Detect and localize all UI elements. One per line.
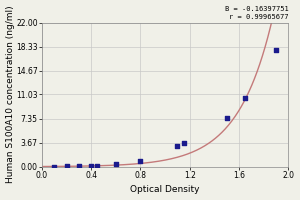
Point	[138, 160, 143, 163]
Text: B = -0.16397751
r = 0.99965677: B = -0.16397751 r = 0.99965677	[225, 6, 288, 20]
Point	[89, 164, 94, 168]
Point	[64, 165, 69, 168]
Point	[298, 21, 300, 24]
Point	[76, 165, 81, 168]
Point	[274, 49, 278, 52]
Point	[175, 144, 180, 147]
Point	[181, 142, 186, 145]
Point	[52, 165, 57, 168]
Point	[224, 116, 229, 119]
Y-axis label: Human S100A10 concentration (ng/ml): Human S100A10 concentration (ng/ml)	[6, 6, 15, 183]
Point	[95, 164, 100, 167]
Point	[243, 96, 248, 100]
Point	[113, 163, 118, 166]
X-axis label: Optical Density: Optical Density	[130, 185, 200, 194]
